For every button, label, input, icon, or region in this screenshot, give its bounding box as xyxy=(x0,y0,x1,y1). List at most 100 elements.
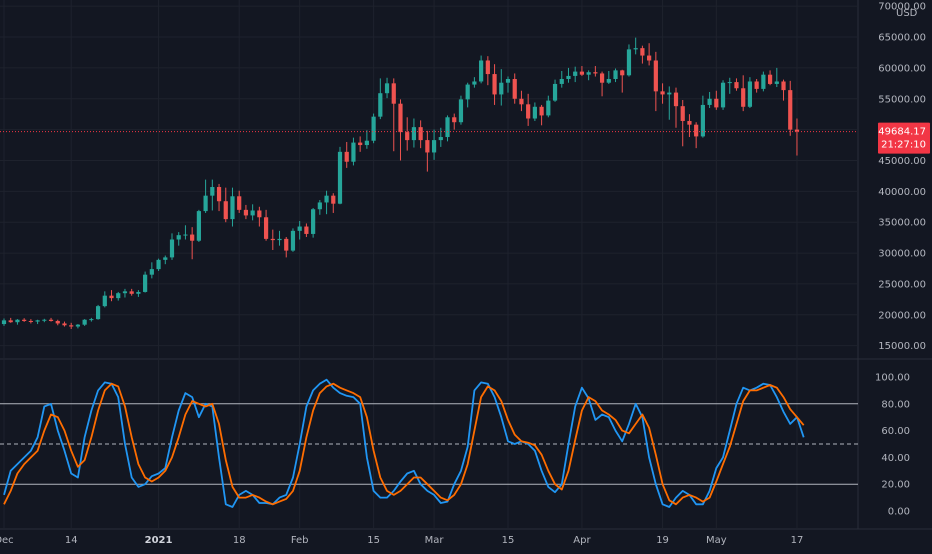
candle-body xyxy=(116,293,121,299)
candle-body xyxy=(452,117,457,123)
candle-body xyxy=(62,323,67,326)
time-tick-label: 19 xyxy=(656,535,669,546)
candle-body xyxy=(734,82,739,89)
candle-body xyxy=(304,226,309,234)
candle-body xyxy=(425,140,430,153)
candle-body xyxy=(660,91,665,95)
candle-body xyxy=(512,79,517,99)
candle-body xyxy=(35,320,40,322)
candle-body xyxy=(243,209,249,216)
candle-body xyxy=(438,137,443,141)
candle-body xyxy=(22,319,27,321)
candle-body xyxy=(196,211,201,241)
candle-body xyxy=(593,72,598,74)
time-tick-label: Dec xyxy=(0,535,14,546)
price-tick-label: 65000.00 xyxy=(878,33,926,44)
candle-body xyxy=(190,234,195,241)
time-tick-label: 15 xyxy=(502,535,515,546)
candle-body xyxy=(143,274,148,292)
candle-body xyxy=(431,140,437,153)
candle-body xyxy=(156,259,161,270)
candle-body xyxy=(700,104,705,137)
candle-body xyxy=(546,100,551,116)
osc-tick-label: 20.00 xyxy=(881,480,910,491)
candle-body xyxy=(539,106,544,116)
candle-body xyxy=(384,83,390,94)
candle-body xyxy=(311,209,316,234)
candle-body xyxy=(418,127,423,141)
candle-body xyxy=(667,92,672,95)
candle-body xyxy=(586,72,591,75)
candle-body xyxy=(552,83,558,101)
candle-body xyxy=(28,320,33,322)
price-tick-label: 40000.00 xyxy=(878,187,926,198)
candle-body xyxy=(754,81,759,89)
candle-body xyxy=(620,70,625,76)
candle-body xyxy=(794,129,800,132)
candle-body xyxy=(351,142,356,162)
price-tick-label: 55000.00 xyxy=(878,94,926,105)
candle-body xyxy=(626,49,632,76)
axes: 70000.0065000.0060000.0055000.0050000.00… xyxy=(0,2,930,546)
candle-body xyxy=(445,117,450,138)
price-pane[interactable] xyxy=(0,37,858,329)
candle-body xyxy=(458,99,464,123)
candle-body xyxy=(297,226,302,231)
candle-body xyxy=(230,196,235,220)
candle-body xyxy=(405,132,410,141)
d-line xyxy=(3,382,805,506)
candle-body xyxy=(210,187,215,196)
osc-tick-label: 40.00 xyxy=(881,453,910,464)
osc-tick-label: 80.00 xyxy=(881,399,910,410)
candle-body xyxy=(277,238,282,241)
candle-body xyxy=(163,257,168,260)
candle-body xyxy=(398,103,403,133)
candle-body xyxy=(122,291,128,294)
candle-body xyxy=(673,92,679,107)
candle-body xyxy=(257,210,262,218)
osc-tick-label: 100.00 xyxy=(875,373,910,384)
candle-body xyxy=(694,124,699,137)
candle-body xyxy=(653,60,658,92)
candle-body xyxy=(727,82,732,84)
oscillator-pane[interactable] xyxy=(0,378,858,508)
time-tick-label: May xyxy=(706,535,727,546)
candle-body xyxy=(747,81,753,107)
candle-body xyxy=(378,93,383,117)
candle-body xyxy=(613,70,618,80)
candle-body xyxy=(75,324,81,327)
candle-body xyxy=(42,319,47,321)
price-tick-label: 15000.00 xyxy=(878,341,926,352)
time-tick-label: Apr xyxy=(573,535,591,546)
osc-tick-label: 60.00 xyxy=(881,426,910,437)
candle-body xyxy=(640,48,645,56)
candle-body xyxy=(707,98,712,105)
candle-body xyxy=(55,320,60,324)
candle-body xyxy=(788,90,793,130)
candle-body xyxy=(633,48,638,50)
candle-body xyxy=(526,104,531,119)
candle-body xyxy=(411,127,417,141)
price-tick-label: 45000.00 xyxy=(878,156,926,167)
candle-body xyxy=(687,120,692,125)
osc-tick-label: 0.00 xyxy=(888,507,910,518)
candle-body xyxy=(15,319,20,323)
candle-body xyxy=(169,239,175,258)
last-price-badge xyxy=(878,122,930,154)
candle-body xyxy=(102,295,107,307)
candle-body xyxy=(129,291,134,294)
candle-body xyxy=(324,195,329,203)
candle-body xyxy=(566,75,571,80)
candle-body xyxy=(270,238,275,241)
candle-body xyxy=(485,60,490,75)
candle-body xyxy=(8,320,13,323)
candle-body xyxy=(505,79,511,83)
candle-body xyxy=(499,82,504,95)
countdown-label: 21:27:10 xyxy=(881,140,926,151)
candle-body xyxy=(391,83,396,104)
candle-body xyxy=(290,230,296,251)
candle-body xyxy=(647,55,652,61)
candle-body xyxy=(599,73,605,83)
